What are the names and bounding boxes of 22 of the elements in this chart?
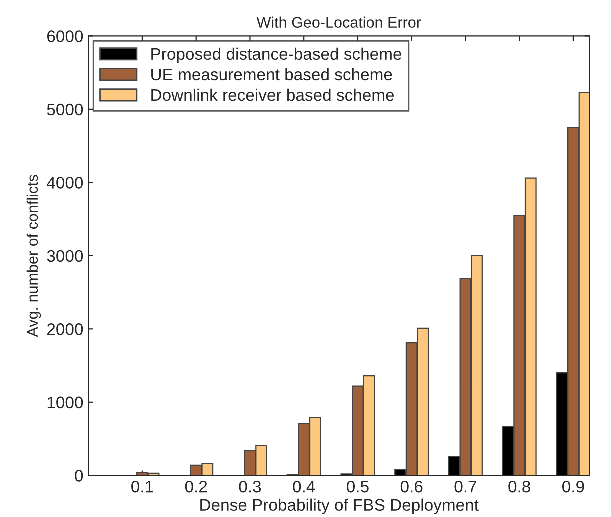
x-tick-label: 0.6 [400,480,423,493]
x-tick-label: 0.5 [347,480,369,493]
y-tick-label: 4000 [47,177,84,189]
y-axis-title: Avg. number of conflicts [26,175,42,338]
y-tick-label: 2000 [48,324,84,336]
y-tick-label: 6000 [48,30,84,42]
legend-label: Proposed distance-based scheme [152,48,402,64]
x-tick-label: 0.4 [293,480,316,493]
x-tick-label: 0.2 [185,480,208,493]
x-tick-label: 0.7 [454,480,476,493]
y-tick-label: 5000 [47,104,84,116]
x-tick-label: 0.3 [239,480,262,493]
x-tick-label: 0.9 [562,480,584,493]
y-tick-label: 3000 [47,250,84,262]
legend-label: UE measurement based scheme [152,68,392,81]
y-tick-label: 1000 [48,396,84,409]
x-axis-title: Dense Probability of FBS Deployment [200,498,479,514]
legend-label: Downlink receiver based scheme [152,88,394,102]
x-tick-label: 0.1 [132,480,154,493]
x-tick-label: 0.8 [508,480,530,493]
y-tick-label: 0 [75,470,84,482]
chart-title: With Geo-Location Error [256,16,422,28]
